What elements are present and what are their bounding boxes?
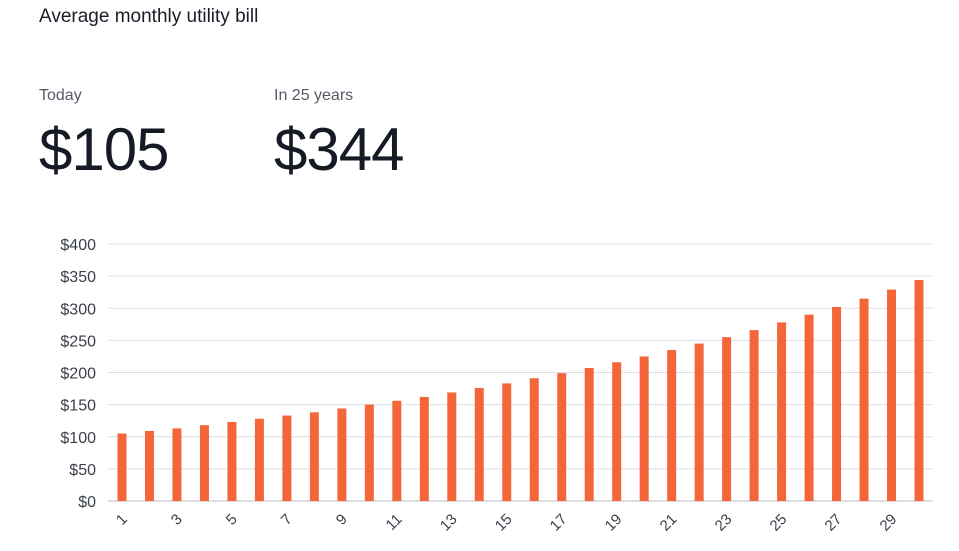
bar <box>584 368 594 501</box>
y-tick-label: $50 <box>69 462 96 479</box>
bar <box>639 356 649 501</box>
y-tick-label: $250 <box>60 333 96 350</box>
x-tick-label: 15 <box>492 511 516 535</box>
bar <box>254 418 264 501</box>
bar <box>722 337 732 501</box>
bar <box>667 350 677 501</box>
x-tick-label: 9 <box>333 511 351 529</box>
x-tick-label: 3 <box>168 511 186 529</box>
x-tick-label: 17 <box>547 511 571 535</box>
bar <box>227 421 237 501</box>
x-tick-label: 29 <box>877 511 901 535</box>
x-tick-label: 27 <box>822 511 846 535</box>
bar <box>309 412 319 501</box>
bar <box>199 425 209 501</box>
bar <box>282 415 292 501</box>
bar <box>859 298 869 501</box>
bar <box>777 322 787 501</box>
bar <box>612 362 622 501</box>
today-value: $105 <box>39 116 169 183</box>
today-label: Today <box>39 87 82 104</box>
x-tick-label: 1 <box>113 511 131 529</box>
bar <box>749 330 759 501</box>
bar <box>117 433 127 501</box>
y-tick-label: $150 <box>60 398 96 415</box>
x-tick-label: 7 <box>278 511 296 529</box>
bar <box>474 387 484 501</box>
x-tick-label: 19 <box>602 511 626 535</box>
x-tick-label: 11 <box>383 511 406 534</box>
x-tick-label: 13 <box>437 511 461 535</box>
bar <box>529 378 539 501</box>
bar <box>502 383 512 501</box>
x-tick-label: 5 <box>223 511 241 529</box>
future-value: $344 <box>274 116 404 183</box>
future-label: In 25 years <box>274 87 354 104</box>
y-tick-label: $350 <box>60 269 96 286</box>
x-tick-label: 25 <box>767 511 791 535</box>
bar <box>914 279 924 501</box>
chart-title: Average monthly utility bill <box>39 6 259 27</box>
y-tick-label: $300 <box>60 301 96 318</box>
bar <box>447 392 457 501</box>
bar <box>832 306 842 501</box>
bar <box>337 408 347 501</box>
bar <box>419 396 429 501</box>
bar <box>557 373 567 501</box>
x-tick-label: 21 <box>657 511 681 535</box>
bar <box>144 430 154 501</box>
y-tick-label: $0 <box>78 494 96 511</box>
bar <box>694 343 704 501</box>
y-tick-label: $100 <box>60 430 96 447</box>
future-stat: In 25 years $344 <box>274 87 404 183</box>
bar <box>392 400 402 501</box>
bar <box>804 314 814 501</box>
x-tick-label: 23 <box>712 511 736 535</box>
bar <box>364 404 374 501</box>
bar <box>172 428 182 501</box>
bar <box>887 289 897 501</box>
today-stat: Today $105 <box>39 87 169 183</box>
y-tick-label: $400 <box>60 237 96 254</box>
y-tick-label: $200 <box>60 366 96 383</box>
